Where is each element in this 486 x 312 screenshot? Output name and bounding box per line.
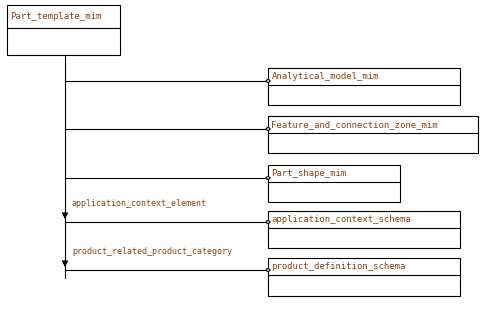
Circle shape bbox=[266, 80, 270, 82]
Text: product_definition_schema: product_definition_schema bbox=[271, 262, 406, 271]
Bar bbox=[268, 68, 460, 105]
Bar bbox=[268, 258, 460, 296]
Bar bbox=[7, 5, 120, 55]
Bar bbox=[268, 116, 478, 153]
Text: product_related_product_category: product_related_product_category bbox=[72, 247, 232, 256]
Bar bbox=[268, 165, 400, 202]
Text: Feature_and_connection_zone_mim: Feature_and_connection_zone_mim bbox=[271, 120, 438, 129]
Text: Part_shape_mim: Part_shape_mim bbox=[271, 169, 347, 178]
Circle shape bbox=[266, 177, 270, 179]
Text: application_context_element: application_context_element bbox=[72, 199, 207, 208]
Text: application_context_schema: application_context_schema bbox=[271, 215, 411, 224]
Circle shape bbox=[266, 221, 270, 223]
Text: Analytical_model_mim: Analytical_model_mim bbox=[271, 72, 379, 81]
Circle shape bbox=[266, 128, 270, 130]
Text: Part_template_mim: Part_template_mim bbox=[10, 12, 102, 21]
Circle shape bbox=[266, 269, 270, 271]
Bar bbox=[268, 211, 460, 248]
